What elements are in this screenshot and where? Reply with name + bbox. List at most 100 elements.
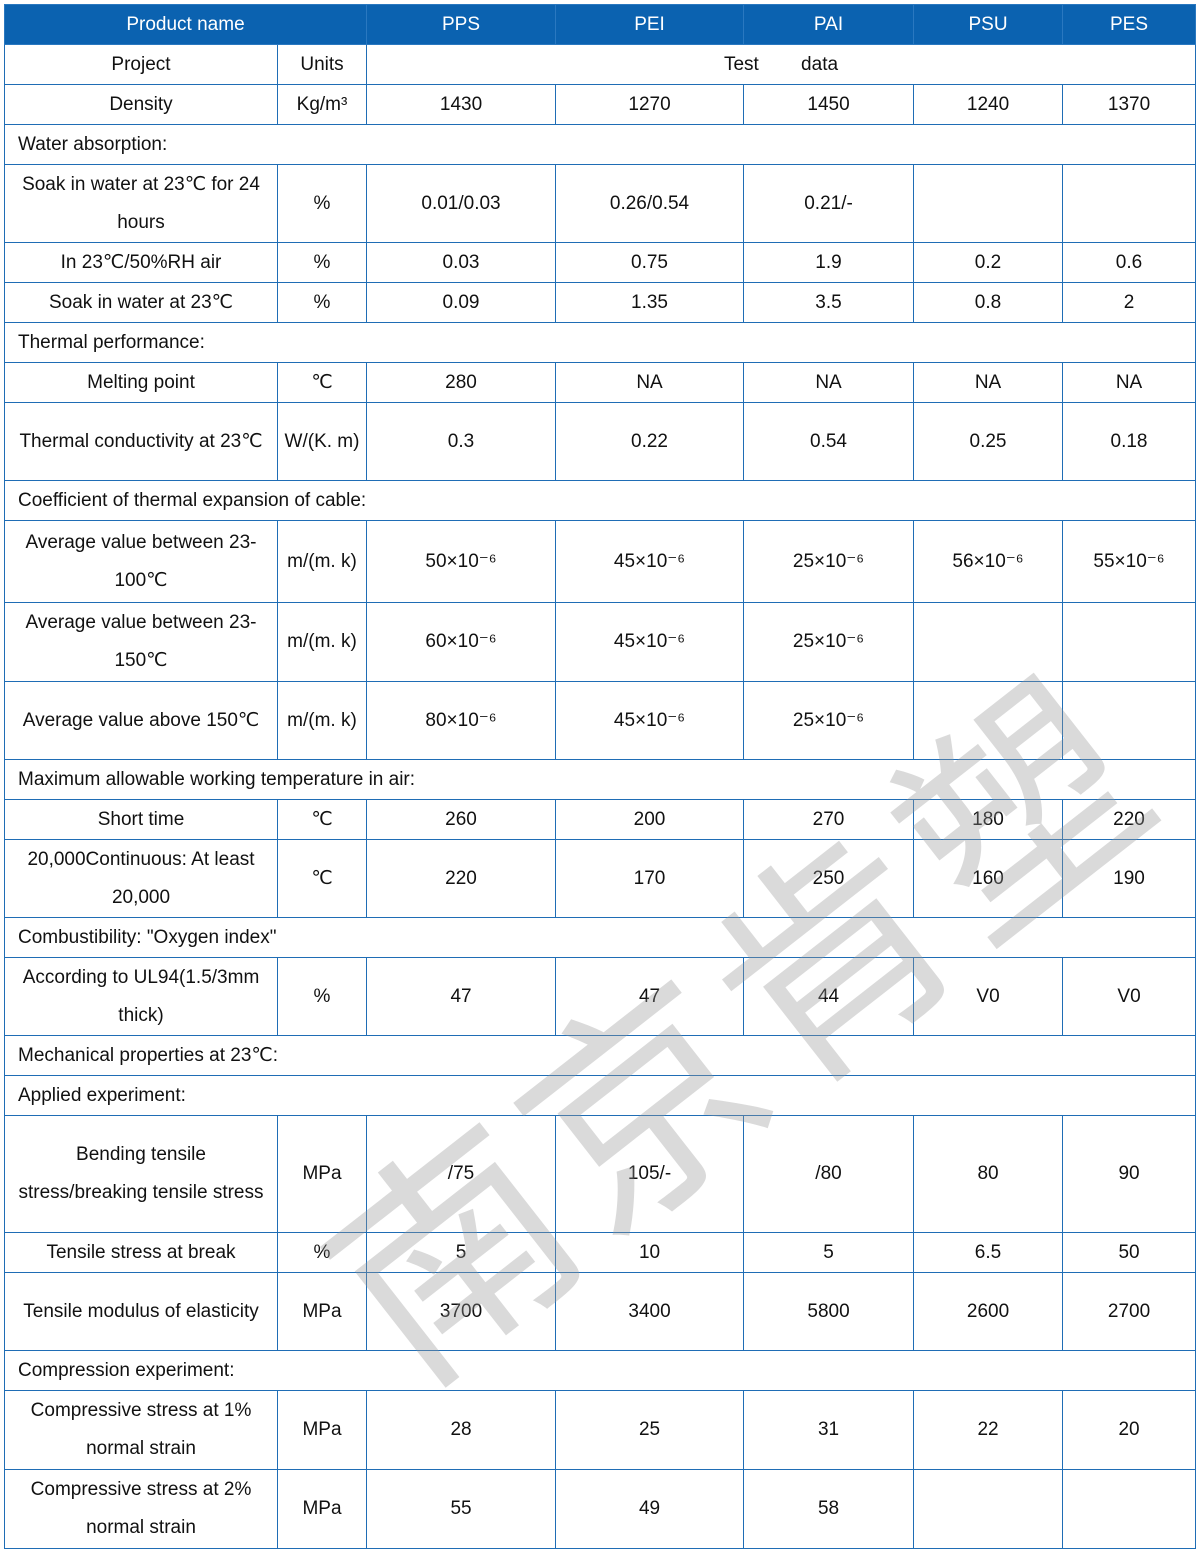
section-label: Compression experiment:	[3, 1350, 1197, 1391]
value-cell-pes: 55×10⁻⁶	[1062, 520, 1197, 603]
value-cell-pei: 45×10⁻⁶	[555, 681, 745, 760]
value-cell-pai: 3.5	[743, 282, 915, 323]
value-cell-pes	[1062, 602, 1197, 682]
value-cell-pes: NA	[1062, 362, 1197, 403]
value-cell-pai: 5	[743, 1232, 915, 1273]
property-label: Tensile stress at break	[4, 1232, 278, 1273]
test-data-header: Test data	[366, 44, 1197, 85]
value-cell-pes	[1062, 681, 1197, 760]
value-cell-pps: 80×10⁻⁶	[366, 681, 557, 760]
value-cell-pai: 1.9	[743, 242, 915, 283]
value-cell-pes	[1062, 1469, 1197, 1549]
value-cell-pes: 90	[1062, 1115, 1197, 1233]
value-cell-pps: 0.03	[366, 242, 557, 283]
unit-cell: m/(m. k)	[276, 602, 368, 682]
table-row: Tensile modulus of elasticity MPa 3700 3400…	[4, 1272, 1197, 1351]
value-cell-pai: /80	[743, 1115, 915, 1233]
value-cell-pei: 10	[555, 1232, 745, 1273]
value-cell-psu: 160	[913, 839, 1064, 918]
value-cell-pes: 220	[1062, 799, 1197, 840]
table-row: Short time ℃ 260 200 270 180 220	[4, 799, 1197, 840]
unit-cell: ℃	[276, 362, 368, 403]
value-cell-pai: 0.21/-	[743, 164, 915, 243]
value-cell-pei: 170	[555, 839, 745, 918]
column-header-pps: PPS	[366, 4, 557, 45]
property-label: Soak in water at 23℃ for 24 hours	[4, 164, 278, 243]
value-cell-pes: 2700	[1062, 1272, 1197, 1351]
value-cell-pei: 0.26/0.54	[555, 164, 745, 243]
value-cell-pai: 44	[743, 957, 915, 1036]
table-row: Average value above 150℃ m/(m. k) 80×10⁻⁶ 4…	[4, 681, 1197, 760]
value-cell-pps: 0.3	[366, 402, 557, 481]
section-label: Mechanical properties at 23℃:	[3, 1035, 1197, 1076]
value-cell-pps: 0.09	[366, 282, 557, 323]
value-cell-pei: 0.22	[555, 402, 745, 481]
unit-cell: W/(K. m)	[276, 402, 368, 481]
table-row: Average value between 23-100℃ m/(m. k) 50×…	[4, 520, 1197, 603]
table-row: Compressive stress at 2% normal strain MP…	[4, 1469, 1197, 1549]
table-row: Density Kg/m³ 1430 1270 1450 1240 1370	[4, 84, 1197, 125]
unit-cell: ℃	[276, 839, 368, 918]
table-row: Bending tensile stress/breaking tensile …	[4, 1115, 1197, 1233]
value-cell-pei: 45×10⁻⁶	[555, 520, 745, 603]
property-label: Thermal conductivity at 23℃	[4, 402, 278, 481]
property-label: Average value between 23-150℃	[4, 602, 278, 682]
property-label: Soak in water at 23℃	[4, 282, 278, 323]
value-cell-psu: 22	[913, 1390, 1064, 1470]
value-cell-pes: 0.18	[1062, 402, 1197, 481]
value-cell-psu: V0	[913, 957, 1064, 1036]
value-cell-pei: 0.75	[555, 242, 745, 283]
value-cell-pps: 50×10⁻⁶	[366, 520, 557, 603]
value-cell-pei: 25	[555, 1390, 745, 1470]
value-cell-pai: 25×10⁻⁶	[743, 602, 915, 682]
table-row: Soak in water at 23℃% 0.09 1.35 3.5 0.8 2	[4, 282, 1197, 323]
value-cell-psu: 180	[913, 799, 1064, 840]
property-label: Short time	[4, 799, 278, 840]
column-header-psu: PSU	[913, 4, 1064, 45]
section-row: Water absorption:	[3, 124, 1197, 165]
value-cell-pei: 200	[555, 799, 745, 840]
property-label: According to UL94(1.5/3mm thick)	[4, 957, 278, 1036]
unit-cell: ℃	[276, 799, 368, 840]
value-cell-pes: V0	[1062, 957, 1197, 1036]
section-row: Combustibility: "Oxygen index"	[3, 917, 1197, 958]
table-row: Thermal conductivity at 23℃ W/(K. m) 0.3 0.…	[4, 402, 1197, 481]
section-label: Applied experiment:	[3, 1075, 1197, 1116]
value-cell-psu: 6.5	[913, 1232, 1064, 1273]
property-label: 20,000Continuous: At least 20,000	[4, 839, 278, 918]
value-cell-pps: 3700	[366, 1272, 557, 1351]
value-cell-pps: 28	[366, 1390, 557, 1470]
section-row: Thermal performance:	[3, 322, 1197, 363]
section-label: Maximum allowable working temperature in…	[3, 759, 1197, 800]
value-cell-pes	[1062, 164, 1197, 243]
value-cell-psu: 0.2	[913, 242, 1064, 283]
property-label: Compressive stress at 2% normal strain	[4, 1469, 278, 1549]
value-cell-pes: 1370	[1062, 84, 1197, 125]
property-label: Average value between 23-100℃	[4, 520, 278, 603]
value-cell-pai: 25×10⁻⁶	[743, 520, 915, 603]
property-label: Bending tensile stress/breaking tensile …	[4, 1115, 278, 1233]
value-cell-pps: 60×10⁻⁶	[366, 602, 557, 682]
unit-cell: %	[276, 957, 368, 1036]
table-row: Average value between 23-150℃ m/(m. k) 60×…	[4, 602, 1197, 682]
value-cell-pai: 0.54	[743, 402, 915, 481]
value-cell-psu: 80	[913, 1115, 1064, 1233]
value-cell-psu	[913, 1469, 1064, 1549]
table-row: 20,000Continuous: At least 20,000 ℃ 220 170…	[4, 839, 1197, 918]
value-cell-pei: 47	[555, 957, 745, 1036]
value-cell-pps: 220	[366, 839, 557, 918]
value-cell-pei: 45×10⁻⁶	[555, 602, 745, 682]
property-label: Density	[4, 84, 278, 125]
value-cell-psu	[913, 602, 1064, 682]
section-row: Applied experiment:	[3, 1075, 1197, 1116]
value-cell-psu: 2600	[913, 1272, 1064, 1351]
value-cell-pps: /75	[366, 1115, 557, 1233]
section-label: Combustibility: "Oxygen index"	[3, 917, 1197, 958]
value-cell-pai: 270	[743, 799, 915, 840]
property-label: Compressive stress at 1% normal strain	[4, 1390, 278, 1470]
column-header-pes: PES	[1062, 4, 1197, 45]
table-row: In 23℃/50%RH air% 0.03 0.75 1.9 0.2 0.6	[4, 242, 1197, 283]
value-cell-psu: 0.25	[913, 402, 1064, 481]
properties-table: Product name PPS PEI PAI PSU PES Project…	[3, 4, 1197, 1549]
value-cell-pai: 5800	[743, 1272, 915, 1351]
